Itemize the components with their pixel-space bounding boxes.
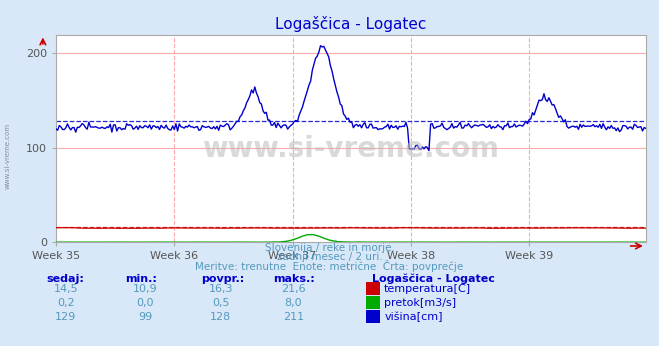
Text: 21,6: 21,6 [281,284,306,294]
Text: Logaščica - Logatec: Logaščica - Logatec [372,273,495,284]
Text: 14,5: 14,5 [53,284,78,294]
Text: Slovenija / reke in morje.: Slovenija / reke in morje. [264,243,395,253]
Text: 211: 211 [283,312,304,322]
Text: 99: 99 [138,312,152,322]
Text: 8,0: 8,0 [285,298,302,308]
Text: www.si-vreme.com: www.si-vreme.com [202,135,500,163]
Text: 16,3: 16,3 [208,284,233,294]
Text: pretok[m3/s]: pretok[m3/s] [384,298,456,308]
Text: sedaj:: sedaj: [46,274,84,284]
Text: temperatura[C]: temperatura[C] [384,284,471,294]
Text: 128: 128 [210,312,231,322]
Text: povpr.:: povpr.: [201,274,244,284]
Text: 0,2: 0,2 [57,298,74,308]
Text: www.si-vreme.com: www.si-vreme.com [5,122,11,189]
Title: Logaščica - Logatec: Logaščica - Logatec [275,16,426,32]
Text: zadnji mesec / 2 uri.: zadnji mesec / 2 uri. [277,252,382,262]
Text: 0,0: 0,0 [136,298,154,308]
Text: min.:: min.: [125,274,157,284]
Text: maks.:: maks.: [273,274,315,284]
Text: Meritve: trenutne  Enote: metrične  Črta: povprečje: Meritve: trenutne Enote: metrične Črta: … [195,260,464,272]
Text: 129: 129 [55,312,76,322]
Text: 0,5: 0,5 [212,298,229,308]
Text: višina[cm]: višina[cm] [384,312,443,322]
Text: 10,9: 10,9 [132,284,158,294]
